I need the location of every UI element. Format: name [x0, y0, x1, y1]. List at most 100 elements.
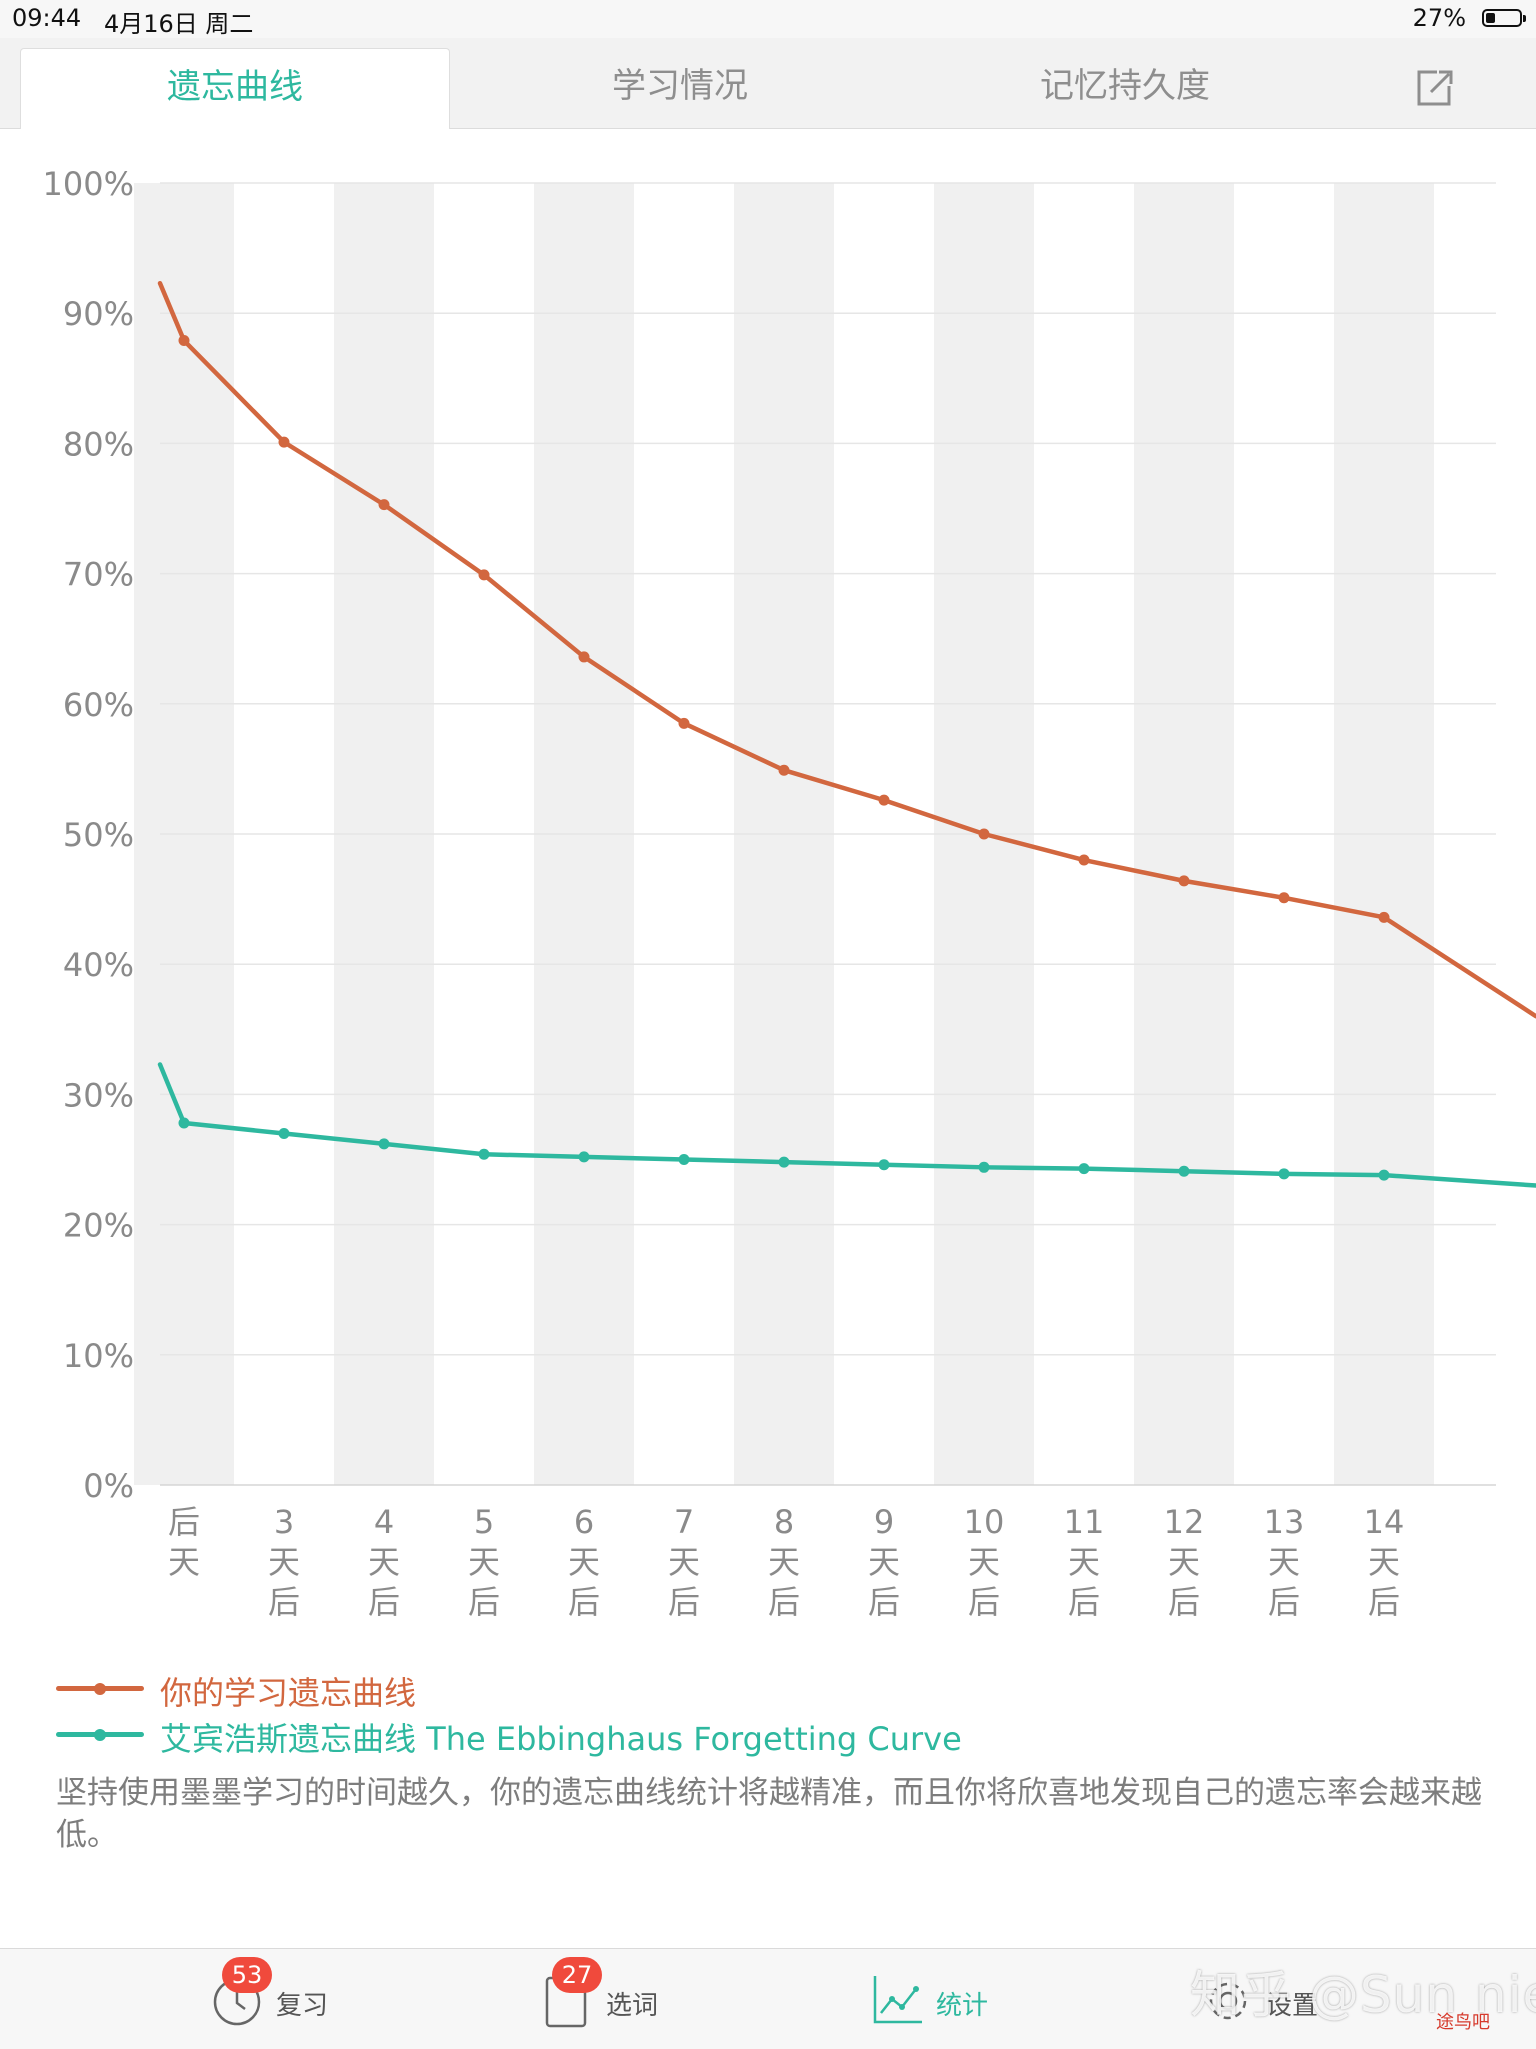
- legend-label-user: 你的学习遗忘曲线: [160, 1674, 417, 1712]
- status-time: 09:44: [12, 4, 82, 32]
- x-tick-label: 天: [1368, 1543, 1400, 1581]
- data-point: [478, 1148, 490, 1160]
- x-tick-label: 后: [668, 1583, 700, 1621]
- data-point: [478, 569, 490, 581]
- x-tick-label: 天: [1268, 1543, 1300, 1581]
- x-tick-label: 10: [964, 1503, 1005, 1541]
- x-tick-label: 7: [674, 1503, 694, 1541]
- data-point: [378, 499, 390, 511]
- x-tick-label: 天: [268, 1543, 300, 1581]
- x-tick-label: 后: [568, 1583, 600, 1621]
- nav-review[interactable]: 53 复习: [210, 1949, 370, 2049]
- data-point: [1078, 1163, 1090, 1175]
- x-tick-label: 11: [1064, 1503, 1105, 1541]
- nav-settings[interactable]: 设置: [1200, 1949, 1360, 2049]
- y-tick-label: 90%: [63, 295, 134, 333]
- y-tick-label: 0%: [83, 1467, 134, 1505]
- y-tick-label: 20%: [63, 1207, 134, 1245]
- select-words-badge: 27: [552, 1957, 602, 1993]
- y-tick-label: 60%: [63, 686, 134, 724]
- y-tick-label: 100%: [43, 165, 134, 203]
- x-tick-label: 后: [1168, 1583, 1200, 1621]
- gear-icon: [1209, 1982, 1247, 2020]
- watermark: 知乎 @Sun nie: [1190, 1966, 1536, 2024]
- y-tick-label: 50%: [63, 816, 134, 854]
- share-icon[interactable]: [1415, 66, 1455, 108]
- tab-forgetting-curve[interactable]: 遗忘曲线: [20, 48, 450, 129]
- x-tick-label: 后: [468, 1583, 500, 1621]
- x-tick-label: 13: [1264, 1503, 1305, 1541]
- data-point: [1278, 1168, 1290, 1180]
- x-tick-label: 后: [1368, 1583, 1400, 1621]
- data-point: [278, 1127, 290, 1139]
- data-point: [378, 1138, 390, 1150]
- nav-select-words-label: 选词: [606, 1991, 659, 2021]
- status-date: 4月16日 周二: [104, 10, 254, 38]
- y-tick-label: 10%: [63, 1337, 134, 1375]
- chart-svg: 100%90%80%70%60%50%40%30%20%10%0%后天3天后4天…: [43, 165, 1536, 1621]
- data-point: [778, 1156, 790, 1168]
- line-chart-icon: [873, 1976, 922, 2024]
- battery-percentage: 27%: [1412, 4, 1466, 32]
- x-tick-label: 后: [168, 1503, 200, 1541]
- x-tick-label: 后: [368, 1583, 400, 1621]
- y-tick-label: 70%: [63, 556, 134, 594]
- x-tick-label: 4: [374, 1503, 394, 1541]
- nav-settings-label: 设置: [1266, 1991, 1319, 2021]
- battery-icon: [1482, 9, 1526, 27]
- x-tick-label: 3: [274, 1503, 294, 1541]
- data-point: [1178, 875, 1190, 887]
- data-point: [978, 1161, 990, 1173]
- x-tick-label: 天: [1168, 1543, 1200, 1581]
- tab-memory-durability-label: 记忆持久度: [1040, 66, 1210, 106]
- nav-statistics-label: 统计: [936, 1991, 989, 2021]
- x-tick-label: 天: [868, 1543, 900, 1581]
- nav-select-words[interactable]: 27 选词: [540, 1949, 700, 2049]
- x-tick-label: 天: [168, 1543, 200, 1581]
- x-tick-label: 天: [968, 1543, 1000, 1581]
- legend-label-ebbinghaus: 艾宾浩斯遗忘曲线 The Ebbinghaus Forgetting Curve: [160, 1720, 962, 1758]
- x-tick-label: 8: [774, 1503, 794, 1541]
- x-tick-label: 天: [668, 1543, 700, 1581]
- x-tick-label: 12: [1164, 1503, 1205, 1541]
- description-text: 坚持使用墨墨学习的时间越久，你的遗忘曲线统计将越精准，而且你将欣喜地发现自己的遗…: [56, 1775, 1482, 1853]
- x-tick-label: 后: [968, 1583, 1000, 1621]
- tab-memory-durability[interactable]: 记忆持久度: [925, 48, 1325, 128]
- x-tick-label: 5: [474, 1503, 494, 1541]
- forgetting-curve-chart: 100% 90% 80% 70% 60% 50% 40% 30% 20% 10% 0% 后天 3 天后 4 天…: [0, 128, 1536, 1648]
- x-tick-label: 后: [268, 1583, 300, 1621]
- x-tick-label: 天: [368, 1543, 400, 1581]
- data-point: [678, 1154, 690, 1165]
- tab-study-status-label: 学习情况: [612, 66, 748, 106]
- x-tick-label: 天: [1068, 1543, 1100, 1581]
- data-point: [878, 1159, 890, 1171]
- x-tick-label: 后: [1268, 1583, 1300, 1621]
- x-tick-label: 6: [574, 1503, 594, 1541]
- x-tick-label: 后: [768, 1583, 800, 1621]
- data-point: [1378, 1169, 1390, 1181]
- nav-statistics[interactable]: 统计: [870, 1949, 1030, 2049]
- y-tick-label: 30%: [63, 1076, 134, 1114]
- bottom-nav: 53 复习 27 选词 统计 设置: [0, 1948, 1536, 2049]
- x-tick-label: 14: [1364, 1503, 1405, 1541]
- legend-swatch-user: [56, 1682, 144, 1695]
- data-point: [978, 828, 990, 840]
- data-point: [678, 717, 690, 729]
- data-point: [1278, 892, 1290, 904]
- x-tick-label: 天: [768, 1543, 800, 1581]
- y-tick-label: 80%: [63, 425, 134, 463]
- x-tick-label: 9: [874, 1503, 894, 1541]
- data-point: [1178, 1165, 1190, 1177]
- nav-review-label: 复习: [276, 1991, 329, 2021]
- x-tick-label: 天: [468, 1543, 500, 1581]
- x-tick-label: 天: [568, 1543, 600, 1581]
- data-point: [178, 335, 190, 347]
- x-tick-label: 后: [1068, 1583, 1100, 1621]
- x-tick-label: 后: [868, 1583, 900, 1621]
- corner-logo: 途鸟吧: [1436, 2012, 1490, 2033]
- data-point: [178, 1117, 190, 1129]
- data-point: [1078, 854, 1090, 866]
- tab-study-status[interactable]: 学习情况: [480, 48, 880, 128]
- y-tick-label: 40%: [63, 946, 134, 984]
- data-point: [578, 1151, 590, 1163]
